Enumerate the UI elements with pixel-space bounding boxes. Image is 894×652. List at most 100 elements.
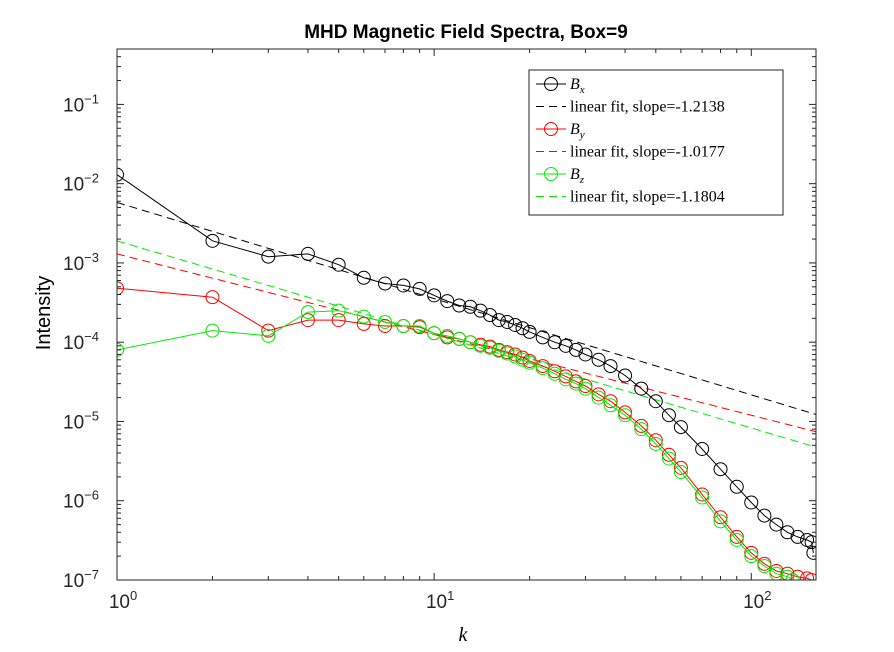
y-axis-label: Intensity [33,276,55,350]
data-point [618,368,633,383]
data-point [463,335,478,350]
data-point [780,569,795,580]
data-point [695,487,710,502]
data-point [648,394,663,409]
data-point [515,352,530,367]
data-point [769,566,784,580]
data-point [452,331,467,346]
data-point [757,559,772,574]
x-tick-label: 102 [743,588,771,613]
legend-label: linear fit, slope=-1.2138 [570,99,725,116]
data-point [757,508,772,523]
data-point [547,335,562,350]
fit-line-5 [117,240,816,448]
y-tick-label: 10−6 [63,488,99,513]
data-point [806,545,816,560]
data-point [500,346,515,361]
data-point [522,324,537,339]
data-point [522,355,537,370]
legend-swatch-marker [544,167,558,181]
legend-label: By [570,121,585,141]
data-point [713,462,728,477]
data-point [117,281,124,296]
data-point [558,338,573,353]
legend-entry: linear fit, slope=-1.2138 [536,99,725,116]
data-point [729,532,744,547]
data-point [463,299,478,314]
data-point [356,270,371,285]
data-point [331,313,346,328]
fit-line-3 [117,253,816,433]
data-point [491,343,506,358]
data-point [785,573,800,580]
legend: Bx linear fit, slope=-1.2138 By linear fit,… [528,69,784,216]
data-point [618,408,633,423]
plot-area-frame [116,48,817,581]
legend-swatch-marker [544,122,558,136]
y-tick-label: 10−3 [63,250,99,275]
legend-entry: Bz [536,166,585,186]
series-bz [117,303,800,580]
legend-label: Bz [570,166,585,186]
data-point [261,323,276,338]
legend-label: Bx [570,76,585,96]
y-tick-label: 10−1 [63,91,99,116]
legend-entry: Bx [536,76,585,96]
data-point [412,319,427,334]
data-point [578,347,593,362]
legend-label: linear fit, slope=-1.0177 [570,144,725,161]
data-point [378,276,393,291]
data-point [634,381,649,396]
data-point [780,525,795,540]
data-point [744,545,759,560]
data-point [396,278,411,293]
data-point [744,549,759,564]
data-point [695,441,710,456]
data-point [673,460,688,475]
data-point [804,535,816,550]
chart-title: MHD Magnetic Field Spectra, Box=9 [304,22,628,43]
data-point [547,366,562,381]
data-point [378,314,393,329]
data-point [648,436,663,451]
data-point [618,405,633,420]
data-point [603,359,618,374]
data-point [713,510,728,525]
legend-entry: linear fit, slope=-1.1804 [536,189,725,206]
data-point [427,326,442,341]
data-point [568,376,583,391]
y-tick-label: 10−7 [63,567,99,592]
data-point [300,313,315,328]
data-point [261,249,276,264]
data-point [473,303,488,318]
data-point [482,340,497,355]
data-point [261,328,276,343]
data-point [482,308,497,323]
data-point [591,390,606,405]
data-point [713,514,728,529]
y-tick-label: 10−2 [63,171,99,196]
legend-box [528,69,784,216]
y-tick-label: 10−5 [63,408,99,433]
series-line-0 [117,174,814,553]
data-point [427,288,442,303]
data-point [591,352,606,367]
data-point [790,569,805,580]
legend-label: linear fit, slope=-1.1804 [570,189,725,206]
data-point [673,465,688,480]
data-point [695,490,710,505]
axis-ticks: 100 101 102 10−7 10−6 10−5 10−4 10−3 10−2 10−1 [63,48,816,613]
legend-swatch-marker [544,77,558,91]
data-point [634,422,649,437]
data-point [300,305,315,320]
data-point [117,167,124,182]
series-line-4 [117,310,793,580]
data-point [648,433,663,448]
data-series [117,167,816,580]
data-point [535,361,550,376]
x-tick-label: 100 [109,588,137,613]
data-point [535,330,550,345]
data-point [508,349,523,364]
data-point [729,529,744,544]
